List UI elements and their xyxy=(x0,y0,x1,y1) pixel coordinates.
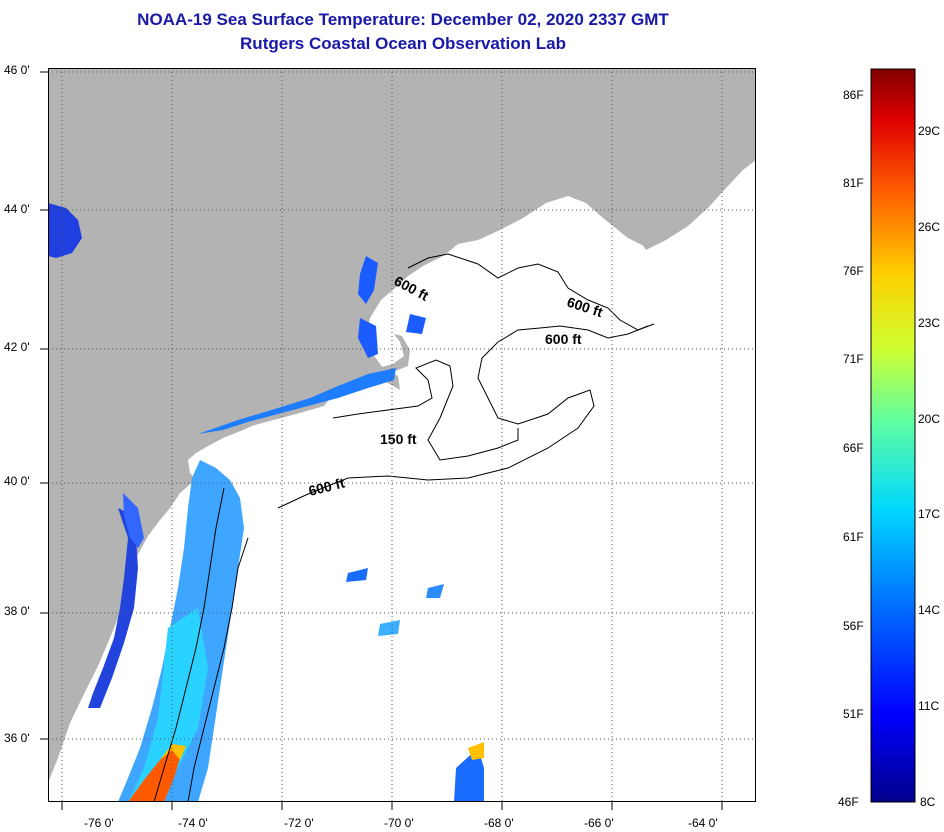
sst-gulf-maine-patch-3 xyxy=(406,314,426,334)
land-mainland xyxy=(48,68,756,783)
isobath-contour-150ft xyxy=(332,359,519,461)
colorbar-label-c: 26C xyxy=(918,220,941,234)
chesapeake-bay xyxy=(88,508,138,708)
sst-offshore-patch-5 xyxy=(468,742,484,760)
colorbar-label-f: 46F xyxy=(838,795,859,809)
lon-label: -68 0' xyxy=(484,816,514,830)
lat-label: 38 0' xyxy=(4,604,30,618)
sst-offshore-patch-2 xyxy=(426,584,444,598)
isobath-contour-shelf xyxy=(187,537,249,802)
lat-label: 44 0' xyxy=(4,202,30,216)
lon-label: -72 0' xyxy=(284,816,314,830)
isobath-label: 600 ft xyxy=(545,331,582,347)
sst-warm-edge xyxy=(160,744,186,760)
colorbar-label-f: 56F xyxy=(843,619,864,633)
sst-gulf-maine-patch-2 xyxy=(358,318,378,358)
lon-label: -74 0' xyxy=(178,816,208,830)
colorbar-label-c: 29C xyxy=(918,124,941,138)
lon-label: -64 0' xyxy=(688,816,718,830)
lat-label: 46 0' xyxy=(4,63,30,77)
colorbar-label-f: 51F xyxy=(843,707,864,721)
delaware-bay xyxy=(123,493,144,548)
lon-label: -66 0' xyxy=(584,816,614,830)
sst-gulfstream-edge xyxy=(128,608,208,802)
sst-offshore-patch xyxy=(346,568,368,582)
lat-label: 36 0' xyxy=(4,731,30,745)
land-nova-scotia xyxy=(593,113,756,250)
map-subtitle: Rutgers Coastal Ocean Observation Lab xyxy=(240,34,566,53)
temperature-colorbar xyxy=(870,68,916,803)
colorbar-label-f: 66F xyxy=(843,441,864,455)
lon-label: -70 0' xyxy=(384,816,414,830)
colorbar-label-c: 23C xyxy=(918,316,941,330)
colorbar-label-c: 14C xyxy=(918,603,941,617)
colorbar-label-c: 20C xyxy=(918,412,941,426)
sst-long-island-sound xyxy=(198,368,396,434)
sst-gulf-maine-patch-1 xyxy=(358,256,378,304)
sst-warm-core xyxy=(128,748,180,802)
isobath-contour-gom xyxy=(407,253,655,331)
inland-water xyxy=(48,203,82,258)
map-border xyxy=(48,68,756,802)
colorbar-label-c: 17C xyxy=(918,507,941,521)
lat-label: 40 0' xyxy=(4,474,30,488)
colorbar-label-f: 71F xyxy=(843,352,864,366)
sst-map: 600 ft 600 ft 600 ft 150 ft 600 ft xyxy=(48,68,756,802)
colorbar-label-c: 8C xyxy=(920,795,936,809)
sst-offshore-patch-4 xyxy=(454,748,484,802)
colorbar-label-f: 61F xyxy=(843,530,864,544)
lat-label: 42 0' xyxy=(4,340,30,354)
sst-offshore-patch-3 xyxy=(378,620,400,636)
map-title: NOAA-19 Sea Surface Temperature: Decembe… xyxy=(137,10,669,29)
colorbar-label-f: 76F xyxy=(843,264,864,278)
colorbar-label-f: 86F xyxy=(843,88,864,102)
isobath-contour-inner xyxy=(153,487,225,802)
land-cape-cod xyxy=(378,334,410,372)
isobath-label: 150 ft xyxy=(380,431,417,447)
isobath-contour-600ft xyxy=(277,325,649,509)
colorbar-label-c: 11C xyxy=(918,699,940,713)
lon-label: -76 0' xyxy=(84,816,114,830)
colorbar-label-f: 81F xyxy=(843,176,864,190)
